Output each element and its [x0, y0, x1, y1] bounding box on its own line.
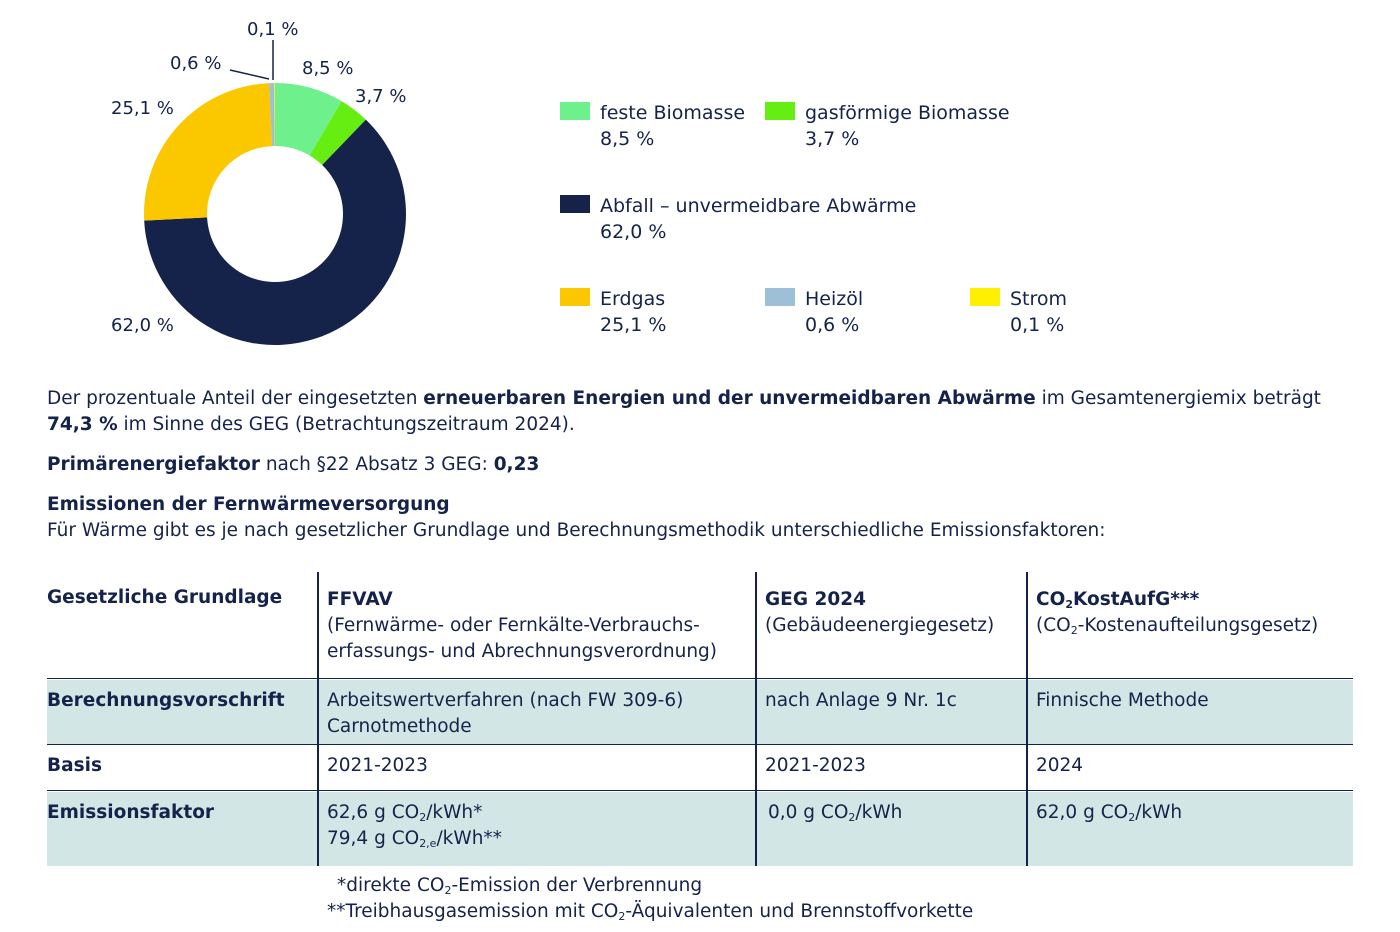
cell-ffvav: 2021-2023: [327, 755, 428, 776]
legend-label: gasförmige Biomasse: [805, 102, 1010, 124]
header-cell-basis: Gesetzliche Grundlage: [47, 587, 283, 608]
slice-label-feste-biomasse: 8,5 %: [302, 58, 353, 79]
legend-value: 3,7 %: [805, 128, 860, 150]
donut-slice-2: [144, 119, 406, 345]
donut-slice-5: [274, 83, 275, 147]
cell-geg: 0,0 g CO2/kWh: [768, 802, 903, 824]
legend-swatch: [765, 102, 795, 120]
legend-swatch: [970, 288, 1000, 306]
slice-label-abfall: 62,0 %: [111, 315, 174, 336]
legend-label: Abfall – unvermeidbare Abwärme: [600, 195, 917, 217]
table-header-row: Gesetzliche Grundlage FFVAV (Fernwärme- …: [47, 572, 1353, 679]
legend-label: feste Biomasse: [600, 102, 746, 124]
cell-geg: 2021-2023: [765, 755, 866, 776]
legend-value: 0,6 %: [805, 314, 860, 336]
legend-value: 62,0 %: [600, 221, 667, 243]
legend-label: Erdgas: [600, 288, 666, 310]
header-cell-geg: GEG 2024 (Gebäudeenergiegesetz): [765, 589, 995, 636]
emissions-heading: Emissionen der Fernwärmeversorgung: [47, 494, 450, 515]
donut-slice-3: [144, 83, 273, 221]
cell-ffvav: Arbeitswertverfahren (nach FW 309-6) Carn…: [327, 690, 684, 737]
legend-swatch: [765, 288, 795, 306]
slice-label-erdgas: 25,1 %: [111, 98, 174, 119]
donut-slice-0: [275, 83, 342, 156]
leader-lines: [229, 40, 274, 80]
row-label: Emissionsfaktor: [47, 802, 215, 823]
footnote-direct-emission: *direkte CO2-Emission der Verbrennung: [337, 875, 703, 897]
legend-swatch: [560, 195, 590, 213]
renewable-share-text: Der prozentuale Anteil der eingesetzten …: [47, 388, 1321, 435]
cell-co2kostaufg: 62,0 g CO2/kWh: [1036, 802, 1183, 824]
donut-slice-4: [269, 83, 275, 147]
column-divider: [317, 572, 319, 866]
legend-label: Heizöl: [805, 288, 864, 310]
slice-label-gasfoermige-biomasse: 3,7 %: [355, 86, 406, 107]
cell-co2kostaufg: Finnische Methode: [1036, 690, 1209, 711]
cell-co2kostaufg: 2024: [1036, 755, 1084, 776]
header-cell-co2kostaufg: CO2KostAufG*** (CO2-Kostenaufteilungsges…: [1036, 589, 1319, 637]
slice-label-heizoel: 0,6 %: [170, 53, 221, 74]
donut-chart: 0,1 % 0,6 % 8,5 % 3,7 % 25,1 % 62,0 %: [111, 19, 406, 345]
table-row-berechnungsvorschrift: Berechnungsvorschrift Arbeitswertverfahr…: [47, 680, 1353, 745]
legend-label: Strom: [1010, 288, 1068, 310]
cell-geg: nach Anlage 9 Nr. 1c: [765, 690, 957, 711]
primary-energy-factor-text: Primärenergiefaktor nach §22 Absatz 3 GE…: [47, 454, 540, 475]
donut-slices: [144, 83, 406, 345]
column-divider: [755, 572, 757, 866]
legend-value: 25,1 %: [600, 314, 667, 336]
emissions-intro-text: Für Wärme gibt es je nach gesetzlicher G…: [47, 520, 1106, 541]
table-row-basis: Basis 2021-2023 2021-2023 2024: [47, 746, 1353, 791]
slice-label-strom: 0,1 %: [247, 19, 298, 40]
legend-value: 8,5 %: [600, 128, 655, 150]
row-label: Basis: [47, 755, 102, 776]
column-divider: [1026, 572, 1028, 866]
leader-line-heizoel: [229, 69, 270, 80]
header-cell-ffvav: FFVAV (Fernwärme- oder Fernkälte-Verbrau…: [327, 589, 718, 662]
row-label: Berechnungsvorschrift: [47, 690, 285, 711]
legend-swatch: [560, 288, 590, 306]
table-row-emissionsfaktor: Emissionsfaktor 62,6 g CO2/kWh* 79,4 g C…: [47, 792, 1353, 866]
cell-ffvav: 62,6 g CO2/kWh* 79,4 g CO2,e/kWh**: [327, 802, 502, 850]
footnote-ghg-emission: **Treibhausgasemission mit CO2-Äquivalen…: [327, 901, 974, 923]
donut-slice-1: [309, 101, 366, 166]
legend-swatch: [560, 102, 590, 120]
legend-value: 0,1 %: [1010, 314, 1065, 336]
